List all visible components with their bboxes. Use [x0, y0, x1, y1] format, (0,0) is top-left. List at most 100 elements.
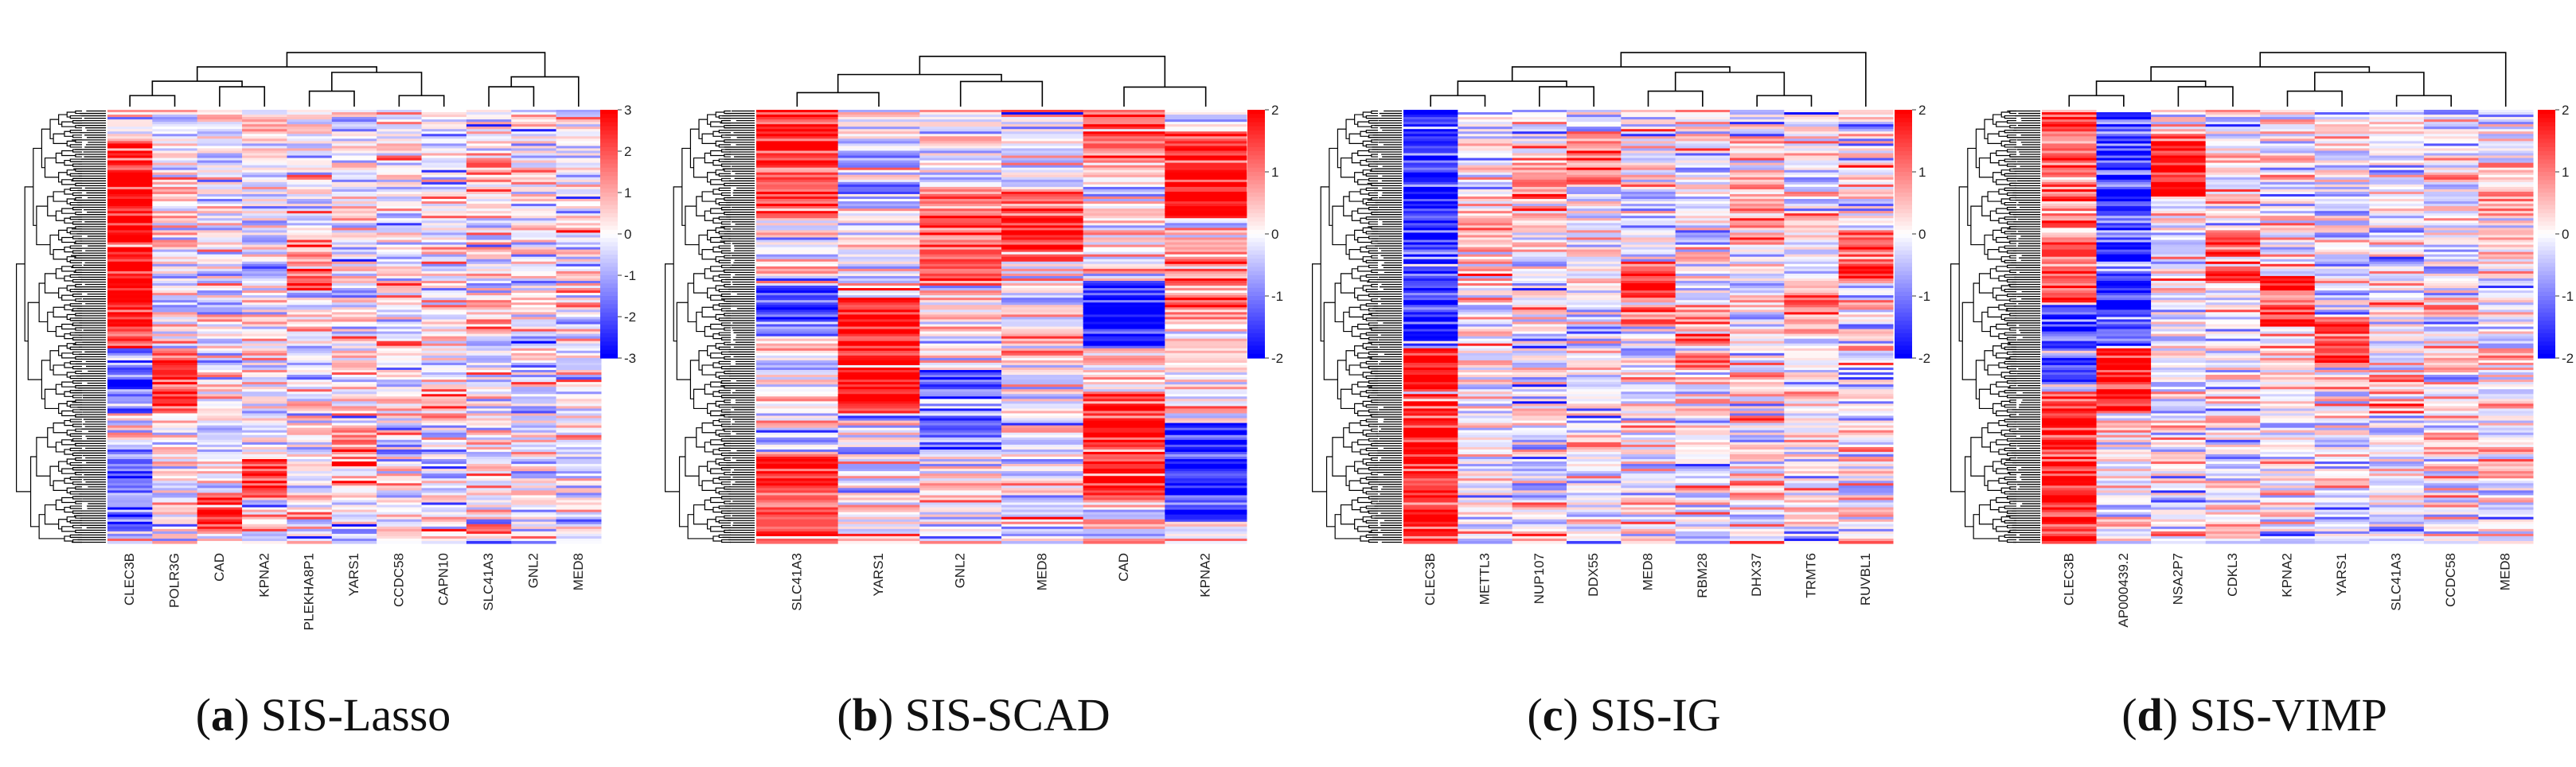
dendrogram-link	[719, 448, 731, 450]
dendrogram-link	[70, 361, 82, 364]
colorbar-segment	[600, 138, 618, 143]
dendrogram-link	[719, 419, 731, 422]
dendrogram-link	[1124, 87, 1206, 107]
colorbar-segment	[600, 337, 618, 342]
colorbar-segment	[600, 114, 618, 119]
dendrogram-link	[56, 154, 64, 163]
dendrogram-link	[287, 53, 544, 77]
dendrogram-link	[724, 183, 731, 185]
colorbar-segment	[1247, 118, 1265, 123]
dendrogram-link	[704, 211, 713, 220]
dendrogram-link	[719, 290, 731, 292]
dendrogram-link	[713, 391, 722, 396]
dendrogram-link	[724, 169, 731, 171]
dendrogram-link	[67, 459, 76, 464]
dendrogram-link	[716, 228, 724, 232]
colorbar-segment	[600, 279, 618, 284]
dendrogram-link	[73, 178, 82, 181]
dendrogram-link	[724, 140, 731, 142]
dendrogram-link	[56, 269, 64, 278]
colorbar-tick-label: 1	[624, 185, 631, 201]
dendrogram-link	[70, 130, 82, 133]
colorbar-segment	[600, 134, 618, 139]
dendrogram-link	[73, 424, 82, 426]
dendrogram-link	[724, 473, 731, 475]
dendrogram-link	[699, 235, 708, 254]
dendrogram-link	[53, 307, 67, 317]
dendrogram-link	[70, 116, 82, 119]
dendrogram-link	[719, 188, 731, 190]
colorbar-segment	[1247, 267, 1265, 272]
row-dendrogram	[17, 111, 106, 543]
dendrogram-link	[62, 150, 76, 155]
dendrogram-link	[719, 130, 731, 133]
dendrogram-link	[722, 150, 731, 152]
dendrogram-link	[713, 334, 722, 339]
dendrogram-link	[70, 260, 82, 263]
colorbar-segment	[600, 238, 618, 243]
colorbar-segment	[600, 325, 618, 329]
dendrogram-link	[716, 430, 724, 435]
dendrogram-link	[31, 457, 40, 527]
dendrogram-link	[713, 276, 722, 281]
colorbar-segment	[600, 176, 618, 181]
dendrogram-link	[722, 164, 731, 166]
colorbar-segment	[600, 143, 618, 148]
colorbar-segment	[1247, 189, 1265, 193]
heatmap-cell	[197, 541, 243, 544]
dendrogram-link	[711, 324, 724, 329]
dendrogram-link	[722, 438, 731, 441]
dendrogram-link	[70, 159, 82, 162]
dendrogram-link	[719, 347, 731, 349]
dendrogram-link	[56, 327, 64, 337]
dendrogram-link	[722, 410, 731, 412]
dendrogram-link	[76, 372, 82, 374]
caption-method: SIS-Lasso	[261, 689, 451, 741]
dendrogram-link	[53, 481, 67, 490]
dendrogram-link	[724, 487, 731, 489]
dendrogram-link	[719, 145, 731, 147]
colorbar-segment	[600, 185, 618, 189]
colorbar-tick-label: -2	[1271, 351, 1283, 366]
dendrogram-link	[76, 443, 82, 446]
dendrogram-link	[711, 497, 724, 502]
colorbar-segment	[600, 333, 618, 338]
dendrogram-link	[722, 135, 731, 138]
dendrogram-link	[716, 344, 724, 348]
colorbar-tick-label: 1	[1271, 165, 1278, 180]
dendrogram-link	[713, 478, 722, 483]
caption-paren-close: )	[878, 689, 905, 741]
dendrogram-link	[73, 135, 82, 138]
dendrogram-link	[716, 170, 724, 175]
colorbar-segment	[1247, 255, 1265, 259]
dendrogram-link	[724, 111, 731, 114]
heatmap-cell	[1403, 541, 1458, 544]
colorbar-segment	[1247, 155, 1265, 160]
column-label: MED8	[571, 553, 586, 590]
dendrogram-link	[722, 453, 731, 455]
dendrogram-link	[76, 285, 82, 287]
dendrogram-link	[961, 81, 1043, 107]
dendrogram-link	[59, 461, 68, 471]
dendrogram-link	[724, 530, 731, 532]
dendrogram-link	[53, 365, 67, 375]
dendrogram-link	[694, 274, 708, 293]
colorbar-segment	[1247, 350, 1265, 355]
dendrogram-link	[716, 517, 724, 522]
dendrogram-link	[70, 347, 82, 349]
dendrogram-link	[716, 488, 724, 493]
dendrogram-link	[719, 520, 731, 523]
heatmap-cell	[287, 541, 332, 544]
colorbar-tick-label: 0	[1271, 227, 1278, 242]
dendrogram-link	[704, 384, 713, 394]
dendrogram-link	[724, 356, 731, 359]
dendrogram-link	[73, 539, 82, 542]
dendrogram-link	[722, 208, 731, 210]
heatmap-cell	[1165, 541, 1247, 544]
dendrogram-link	[62, 411, 76, 415]
dendrogram-link	[716, 286, 724, 290]
dendrogram-link	[48, 312, 57, 331]
colorbar-segment	[600, 345, 618, 350]
dendrogram-link	[713, 218, 722, 223]
